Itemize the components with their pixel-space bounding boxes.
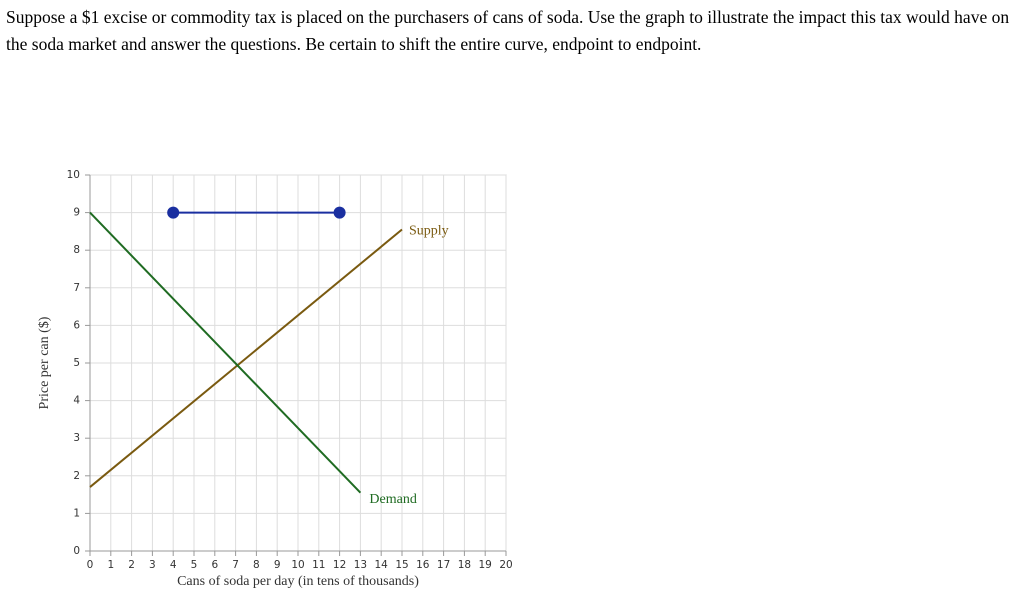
x-tick-label: 14 — [375, 559, 389, 571]
x-tick-label: 20 — [499, 559, 512, 571]
y-tick-label: 8 — [73, 244, 80, 256]
y-tick-label: 1 — [73, 507, 80, 519]
y-tick-label: 6 — [73, 319, 80, 331]
x-tick-label: 11 — [312, 559, 325, 571]
x-tick-label: 0 — [87, 559, 94, 571]
x-tick-label: 2 — [128, 559, 135, 571]
x-axis-title: Cans of soda per day (in tens of thousan… — [177, 574, 419, 589]
y-tick-label: 4 — [73, 395, 80, 407]
y-tick-label: 0 — [73, 545, 80, 557]
y-tick-label: 5 — [73, 357, 80, 369]
series-line — [89, 211, 362, 494]
x-tick-label: 9 — [274, 559, 281, 571]
y-tick-label: 7 — [73, 282, 80, 294]
x-tick-label: 16 — [416, 559, 430, 571]
x-tick-label: 17 — [437, 559, 450, 571]
x-tick-label: 6 — [211, 559, 218, 571]
series-line — [89, 228, 403, 488]
point-marker — [167, 206, 180, 219]
y-tick-label: 10 — [67, 169, 80, 181]
x-tick-label: 19 — [479, 559, 492, 571]
y-tick-label: 2 — [73, 470, 80, 482]
x-tick-label: 1 — [107, 559, 114, 571]
x-tick-label: 10 — [291, 559, 304, 571]
x-tick-label: 12 — [333, 559, 346, 571]
x-tick-label: 5 — [191, 559, 198, 571]
x-tick-label: 4 — [170, 559, 177, 571]
x-tick-label: 7 — [232, 559, 239, 571]
x-tick-label: 18 — [458, 559, 471, 571]
x-tick-label: 15 — [395, 559, 408, 571]
x-tick-label: 8 — [253, 559, 260, 571]
point-marker — [333, 206, 346, 219]
y-tick-label: 3 — [73, 432, 80, 444]
x-tick-label: 3 — [149, 559, 156, 571]
x-tick-label: 13 — [354, 559, 367, 571]
y-tick-label: 9 — [73, 207, 80, 219]
question-text: Suppose a $1 excise or commodity tax is … — [6, 7, 1010, 54]
series-label: Supply — [409, 224, 449, 239]
series-label: Demand — [369, 492, 416, 507]
y-axis-title: Price per can ($) — [37, 316, 52, 409]
